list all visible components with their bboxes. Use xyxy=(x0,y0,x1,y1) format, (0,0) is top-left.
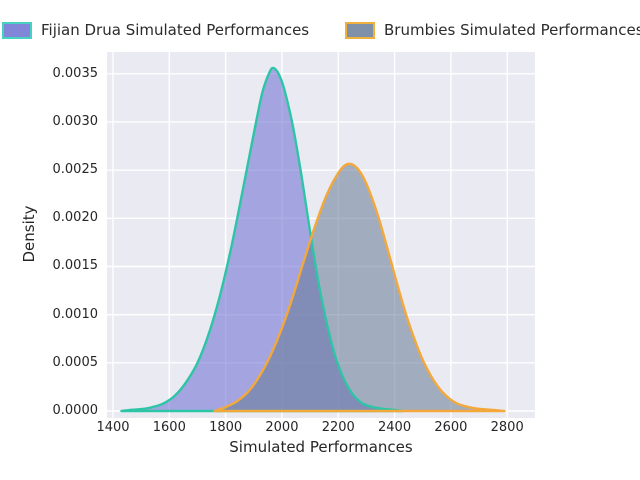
x-tick-label: 2000 xyxy=(265,420,299,435)
kde-line-0 xyxy=(120,66,405,413)
y-tick-label: 0.0030 xyxy=(52,113,99,129)
kde-fill-0 xyxy=(121,67,404,411)
y-tick-label: 0.0010 xyxy=(52,306,99,322)
legend-label-brumbies: Brumbies Simulated Performances xyxy=(384,21,640,39)
kde-curves xyxy=(107,52,535,418)
x-tick-label: 1800 xyxy=(209,420,243,435)
legend-item-brumbies: Brumbies Simulated Performances xyxy=(345,21,640,39)
y-tick-label: 0.0000 xyxy=(52,403,99,418)
y-tick-label: 0.0035 xyxy=(52,65,99,81)
legend-swatch-fijian-drua xyxy=(2,21,32,39)
x-tick-label: 1400 xyxy=(96,420,130,435)
plot-area xyxy=(107,52,535,418)
x-tick-label: 2600 xyxy=(434,420,468,435)
kde-fill-1 xyxy=(214,163,505,411)
x-tick-label: 2800 xyxy=(490,420,524,435)
x-axis-label: Simulated Performances xyxy=(229,438,413,456)
legend-swatch-brumbies xyxy=(345,21,375,39)
legend-item-fijian-drua: Fijian Drua Simulated Performances xyxy=(2,21,309,39)
x-tick-label: 2200 xyxy=(321,420,355,435)
x-tick-label: 2400 xyxy=(378,420,412,435)
y-tick-label: 0.0020 xyxy=(52,210,99,226)
y-tick-label: 0.0015 xyxy=(52,258,99,274)
y-tick-label: 0.0005 xyxy=(52,354,99,370)
legend-label-fijian-drua: Fijian Drua Simulated Performances xyxy=(41,21,310,39)
kde-line-1 xyxy=(213,162,506,413)
x-tick-label: 1600 xyxy=(152,420,186,435)
y-tick-label: 0.0025 xyxy=(52,162,99,178)
